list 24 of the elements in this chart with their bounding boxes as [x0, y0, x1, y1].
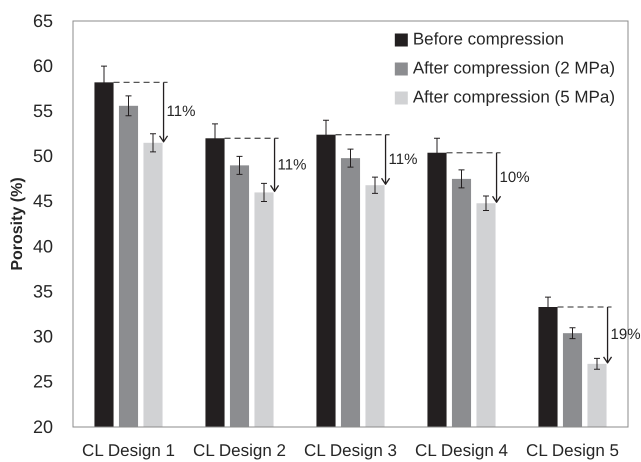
y-tick-label: 40: [32, 236, 53, 256]
x-tick-label: CL Design 4: [415, 441, 508, 460]
y-tick-label: 35: [32, 281, 53, 302]
y-axis-title: Porosity (%): [9, 177, 26, 271]
y-tick-label: 55: [32, 100, 53, 121]
y-tick-label: 45: [32, 191, 53, 212]
annotation: 11%: [278, 156, 306, 174]
x-tick-label: CL Design 2: [193, 441, 286, 460]
y-tick-label: 65: [32, 10, 53, 31]
x-tick-label: CL Design 5: [526, 441, 619, 460]
y-tick-label: 20: [32, 416, 53, 437]
y-tick-label: 30: [32, 326, 53, 347]
y-tick-label: 50: [32, 146, 53, 166]
legend-label: After compression (5 MPa): [412, 87, 615, 106]
x-tick-label: CL Design 1: [82, 441, 175, 460]
x-tick-label: CL Design 3: [304, 441, 397, 460]
y-tick-label: 60: [32, 56, 53, 76]
annotation: 11%: [388, 150, 418, 168]
y-tick-label: 25: [32, 372, 53, 392]
annotation: 10%: [500, 168, 530, 186]
annotation: 19%: [610, 326, 641, 343]
legend-label: After compression (2 MPa): [412, 58, 615, 78]
annotation: 11%: [166, 103, 196, 120]
legend-label: Before compression: [412, 29, 564, 48]
